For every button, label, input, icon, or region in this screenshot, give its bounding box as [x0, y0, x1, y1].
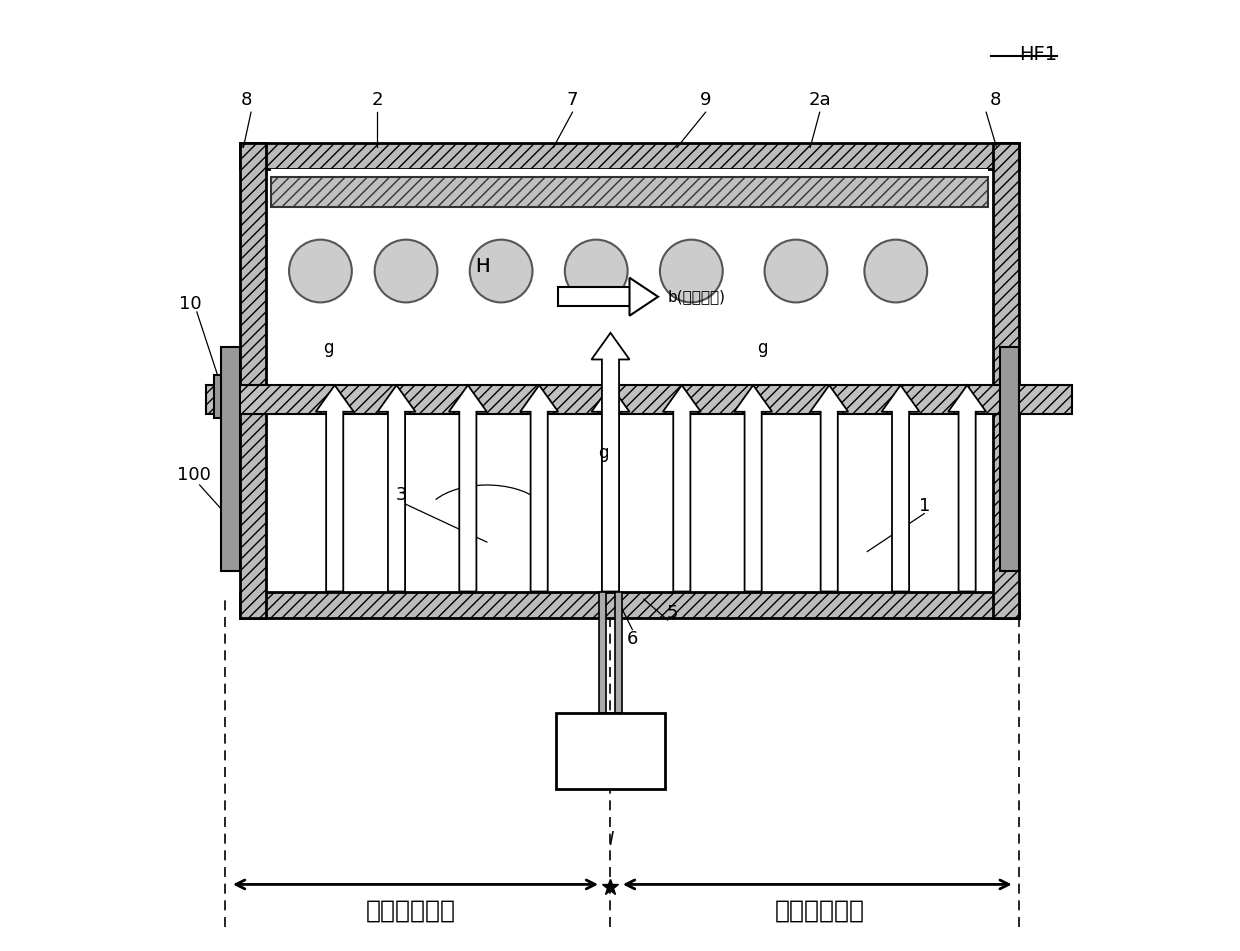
Text: 6: 6 [626, 631, 639, 648]
Text: H: H [475, 257, 490, 276]
Text: 100: 100 [177, 467, 211, 484]
Bar [993, 143, 1019, 618]
FancyArrow shape [377, 385, 415, 592]
Bar [239, 592, 1019, 618]
Circle shape [765, 240, 827, 302]
Text: g: g [599, 444, 609, 461]
Bar [599, 592, 605, 713]
Circle shape [289, 240, 352, 302]
Circle shape [565, 240, 627, 302]
Text: 10: 10 [179, 296, 201, 313]
Bar [239, 143, 1019, 169]
FancyArrow shape [316, 385, 353, 592]
Text: 7: 7 [567, 91, 578, 108]
Circle shape [864, 240, 928, 302]
FancyArrow shape [449, 385, 487, 592]
Circle shape [660, 240, 723, 302]
Bar [558, 287, 630, 306]
Text: l: l [608, 831, 613, 848]
Text: 3: 3 [396, 486, 407, 503]
Text: 1: 1 [919, 497, 930, 514]
Text: 脱脂完成区域: 脱脂完成区域 [775, 899, 864, 923]
Bar [556, 713, 665, 789]
Text: b(输送方向): b(输送方向) [667, 289, 725, 304]
Bar [615, 592, 622, 713]
Bar [1001, 347, 1019, 571]
FancyArrow shape [734, 385, 773, 592]
FancyArrow shape [663, 385, 701, 592]
Bar [267, 169, 993, 592]
Text: g: g [758, 340, 768, 357]
Text: 脱脂进行区域: 脱脂进行区域 [366, 899, 456, 923]
Text: 8: 8 [990, 91, 1002, 108]
Text: g: g [322, 340, 334, 357]
Text: 2a: 2a [808, 91, 831, 108]
FancyArrow shape [520, 385, 558, 592]
Bar [272, 169, 988, 177]
FancyArrow shape [591, 333, 630, 592]
Bar [272, 177, 988, 207]
Bar [239, 143, 267, 618]
Polygon shape [630, 278, 658, 316]
Text: 8: 8 [241, 91, 252, 108]
Circle shape [374, 240, 438, 302]
Bar [221, 347, 239, 571]
Circle shape [470, 240, 532, 302]
Bar [206, 385, 1071, 414]
Bar [215, 375, 231, 418]
FancyArrow shape [810, 385, 848, 592]
Text: HF1: HF1 [1019, 45, 1058, 64]
Text: 2: 2 [372, 91, 383, 108]
Text: 5: 5 [667, 605, 678, 622]
Text: H: H [475, 257, 490, 276]
Text: 4: 4 [605, 746, 616, 763]
FancyArrow shape [949, 385, 986, 592]
FancyArrow shape [882, 385, 920, 592]
Text: 9: 9 [699, 91, 712, 108]
FancyArrow shape [591, 385, 630, 592]
